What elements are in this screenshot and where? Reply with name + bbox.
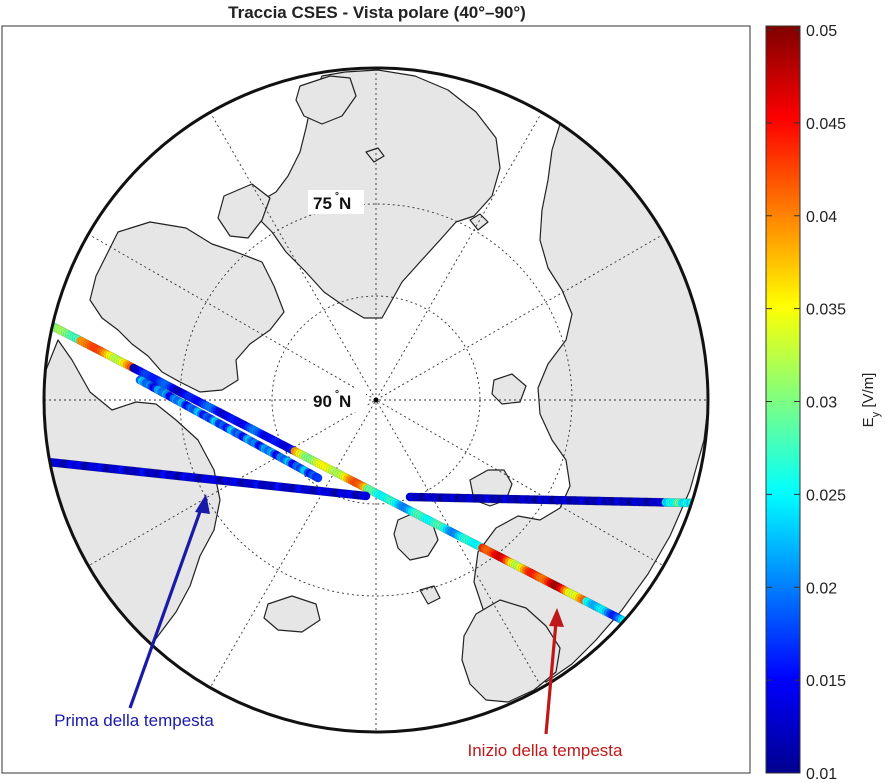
lat-label-75-value: 75 — [313, 194, 332, 213]
colorbar-tick-label: 0.01 — [806, 766, 837, 783]
land-canadian-archipelago — [89, 221, 285, 393]
colorbar-tick-label: 0.05 — [806, 23, 837, 40]
land-iceland — [263, 595, 321, 633]
lat-label-90-suffix: N — [339, 392, 351, 411]
colorbar: 0.01 0.015 0.02 0.025 0.03 0.035 0.04 0.045 0.05… — [765, 23, 882, 783]
map-title: Traccia CSES - Vista polare (40°–90°) — [228, 3, 526, 22]
lat-label-90: 90 ° N — [308, 388, 366, 412]
colorbar-label: Ey [V/m] — [860, 373, 882, 428]
colorbar-tick-label: 0.04 — [806, 209, 837, 226]
arrow-before-storm-head — [195, 494, 210, 514]
land-alaska — [295, 75, 357, 125]
meridian-120 — [87, 233, 665, 567]
annotation-storm-start: Inizio della tempesta — [468, 608, 624, 760]
arrow-storm-start-shaft — [544, 621, 558, 735]
land-greenland — [253, 69, 501, 319]
arrow-storm-start-head — [549, 608, 564, 627]
meridian-60 — [87, 233, 665, 567]
colorbar-tick-label: 0.03 — [806, 395, 837, 412]
colorbar-tick-label: 0.02 — [806, 580, 837, 597]
cses-tracks — [44, 321, 697, 627]
colorbar-ticks: 0.01 0.015 0.02 0.025 0.03 0.035 0.04 0.045 0.05 — [766, 23, 846, 783]
annotation-before-storm-label: Prima della tempesta — [54, 711, 214, 730]
meridian-150 — [209, 111, 543, 689]
track-point-branch — [313, 473, 323, 483]
colorbar-tick-label: 0.035 — [806, 302, 846, 319]
land-island-3 — [419, 585, 441, 605]
annotation-before-storm: Prima della tempesta — [54, 494, 214, 730]
colorbar-gradient — [765, 25, 801, 774]
land-island-1 — [365, 147, 385, 163]
arrow-before-storm-shaft — [128, 505, 204, 709]
land-ellesmere — [217, 183, 271, 239]
annotation-storm-start-label: Inizio della tempesta — [468, 741, 624, 760]
north-pole-marker — [373, 397, 379, 403]
colorbar-tick-label: 0.045 — [806, 116, 846, 133]
colorbar-label-sub: y — [870, 411, 882, 417]
lat-label-90-bg — [308, 388, 366, 412]
colorbar-label-unit: [V/m] — [860, 373, 877, 412]
degree-symbol: ° — [335, 191, 339, 202]
land-eurasia — [473, 123, 708, 683]
lat-label-75-suffix: N — [339, 194, 351, 213]
colorbar-label-main: E — [860, 417, 877, 427]
meridian-30 — [209, 111, 543, 689]
lat-label-75: 75 ° N — [308, 190, 364, 214]
colorbar-tick-label: 0.015 — [806, 673, 846, 690]
lat-label-75-bg — [308, 190, 364, 214]
colorbar-tick-label: 0.025 — [806, 487, 846, 504]
lat-label-90-value: 90 — [313, 392, 332, 411]
degree-symbol: ° — [335, 389, 339, 400]
track-point-before-storm — [361, 491, 371, 501]
map-outline — [42, 66, 710, 734]
land-franz-josef — [491, 373, 527, 405]
